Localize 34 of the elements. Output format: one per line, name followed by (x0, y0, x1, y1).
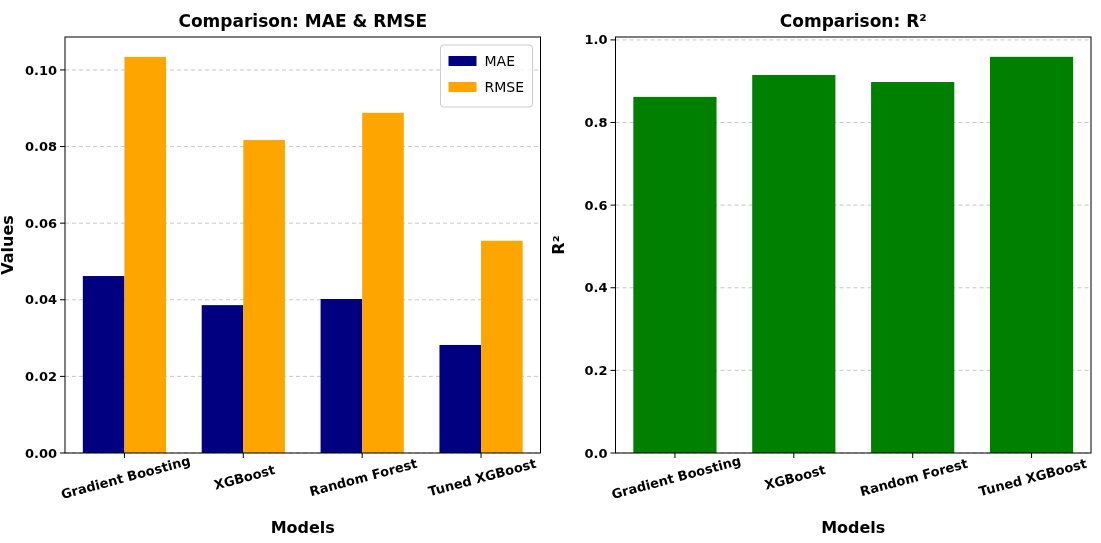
x-axis-title: Models (270, 518, 335, 537)
legend-label: RMSE (484, 79, 525, 95)
bar (201, 305, 244, 453)
x-tick-label: Random Forest (307, 455, 419, 500)
legend-label: MAE (484, 53, 516, 69)
bar (481, 240, 523, 453)
y-tick-label: 1.0 (584, 32, 608, 48)
bar (439, 344, 482, 453)
y-tick-label: 0.2 (584, 362, 608, 378)
y-tick-label: 0.06 (24, 215, 57, 231)
y-tick-label: 0.6 (584, 197, 608, 213)
y-tick-label: 0.0 (584, 445, 608, 461)
x-axis-title: Models (821, 518, 886, 537)
y-axis-title: Values (0, 215, 17, 275)
bar (752, 75, 836, 453)
chart-title: Comparison: R² (779, 11, 927, 31)
y-tick-label: 0.04 (24, 292, 57, 308)
y-axis-title: R² (548, 235, 568, 255)
bar (82, 276, 125, 453)
bar (989, 56, 1074, 453)
y-tick-label: 0.08 (24, 139, 57, 155)
y-tick-label: 0.4 (584, 280, 608, 296)
chart-title: Comparison: MAE & RMSE (178, 11, 428, 31)
y-tick-label: 0.10 (24, 62, 57, 78)
bar (243, 140, 285, 453)
x-tick-label: Random Forest (858, 455, 970, 500)
bar (633, 96, 717, 453)
y-tick-label: 0.8 (584, 115, 608, 131)
y-tick-label: 0.00 (24, 445, 57, 461)
y-tick-label: 0.02 (24, 368, 57, 384)
bar (362, 112, 404, 453)
bar (124, 56, 167, 453)
bar (320, 299, 363, 453)
bar (871, 82, 955, 453)
